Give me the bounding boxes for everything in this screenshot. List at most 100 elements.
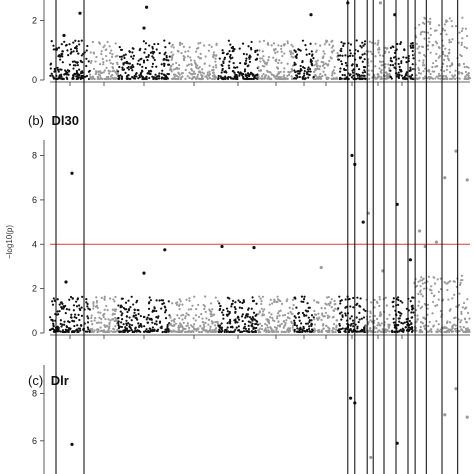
snp-point (152, 51, 156, 54)
snp-point (201, 71, 204, 74)
snp-point (418, 330, 421, 333)
snp-point (51, 319, 54, 322)
snp-point (411, 329, 414, 332)
snp-point (53, 299, 56, 302)
snp-point (127, 74, 130, 77)
snp-point (87, 317, 90, 320)
snp-point (275, 317, 279, 320)
snp-point (265, 324, 269, 327)
snp-point (208, 43, 211, 47)
snp-point (102, 71, 105, 74)
snp-point (282, 330, 286, 334)
snp-point (352, 306, 355, 309)
snp-point (164, 316, 168, 320)
snp-point (246, 77, 249, 81)
snp-point (415, 74, 418, 77)
snp-point (251, 330, 254, 334)
snp-point (253, 318, 256, 321)
snp-point (122, 68, 126, 71)
snp-point (292, 56, 295, 59)
snp-point (117, 304, 120, 307)
snp-point (292, 303, 295, 307)
snp-point (98, 63, 102, 66)
snp-point (226, 310, 229, 313)
snp-point (189, 324, 193, 327)
snp-point (387, 51, 391, 54)
snp-point (131, 63, 134, 67)
snp-point (461, 37, 464, 40)
snp-point (333, 309, 336, 313)
snp-point (355, 316, 358, 319)
snp-point (79, 308, 82, 312)
snp-point (255, 302, 258, 305)
snp-point (417, 67, 420, 70)
snp-point (286, 40, 289, 43)
snp-point (356, 74, 359, 77)
snp-point (388, 313, 391, 316)
snp-point (433, 282, 437, 285)
snp-point (109, 70, 112, 73)
snp-point (250, 307, 253, 310)
snp-point (426, 307, 429, 310)
snp-point (312, 77, 316, 81)
snp-point (447, 298, 450, 301)
snp-point (179, 300, 182, 303)
snp-point (128, 323, 131, 326)
snp-point (270, 73, 273, 76)
snp-point (249, 321, 252, 324)
snp-point (220, 322, 223, 325)
snp-point (85, 57, 88, 60)
snp-point (277, 77, 280, 80)
snp-point (147, 330, 150, 333)
snp-point (182, 58, 186, 62)
snp-point (93, 77, 96, 81)
snp-point (72, 320, 75, 323)
snp-point (431, 44, 434, 47)
snp-point (333, 299, 336, 303)
snp-point (417, 68, 421, 72)
snp-point (388, 72, 391, 76)
snp-point (304, 322, 308, 325)
snp-point (133, 311, 136, 314)
snp-point (454, 24, 458, 28)
snp-point (209, 325, 212, 328)
snp-point (415, 284, 419, 288)
snp-point (173, 320, 176, 323)
snp-point (123, 56, 126, 60)
snp-point (293, 319, 296, 322)
snp-point (239, 72, 242, 75)
snp-point (429, 21, 432, 24)
snp-point (181, 318, 184, 321)
snp-point (443, 23, 446, 26)
top-hit-point (142, 26, 146, 30)
snp-point (293, 61, 296, 64)
snp-point (430, 292, 433, 295)
snp-point (52, 325, 55, 328)
snp-point (225, 328, 228, 331)
snp-point (129, 306, 132, 309)
snp-point (268, 311, 271, 314)
snp-point (294, 70, 297, 74)
snp-point (308, 319, 311, 322)
snp-point (459, 321, 462, 324)
snp-point (78, 43, 81, 46)
snp-point (161, 302, 164, 306)
snp-point (184, 317, 187, 320)
y-tick-label: 0 (32, 75, 37, 85)
snp-point (60, 68, 63, 71)
snp-point (124, 301, 128, 304)
snp-point (106, 330, 109, 334)
snp-point (405, 56, 408, 59)
snp-point (427, 37, 430, 40)
y-tick-label: 0 (32, 328, 37, 338)
snp-point (284, 323, 287, 326)
snp-point (120, 325, 124, 329)
snp-point (427, 20, 430, 23)
snp-point (206, 76, 209, 80)
snp-point (385, 304, 388, 307)
snp-point (184, 68, 187, 71)
snp-point (446, 65, 449, 68)
snp-point (145, 328, 148, 331)
snp-point (373, 314, 376, 318)
snp-point (214, 324, 217, 327)
